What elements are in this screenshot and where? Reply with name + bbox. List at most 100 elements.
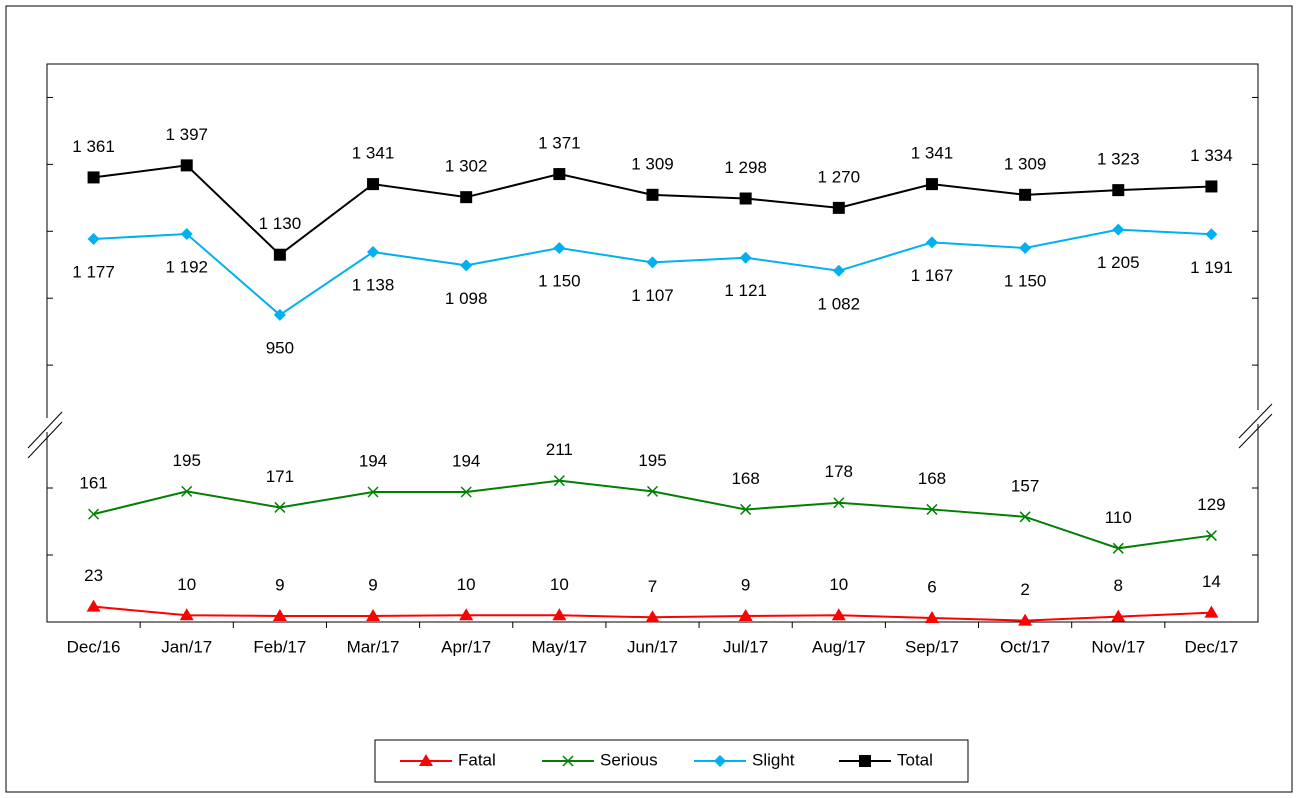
data-label: 23: [84, 566, 103, 585]
marker: [738, 608, 753, 621]
marker: [88, 508, 100, 520]
marker: [1112, 184, 1125, 197]
marker: [1019, 242, 1032, 255]
data-label: 195: [638, 451, 666, 470]
data-label: 7: [648, 577, 657, 596]
marker: [1019, 511, 1031, 523]
data-label: 1 397: [165, 125, 208, 144]
data-label: 9: [741, 575, 750, 594]
marker: [273, 248, 286, 261]
data-label: 1 167: [911, 266, 954, 285]
data-label: 1 361: [72, 137, 115, 156]
data-label: 1 302: [445, 157, 488, 176]
data-label: 1 205: [1097, 253, 1140, 272]
data-label: 1 341: [911, 144, 954, 163]
data-label: 110: [1105, 508, 1132, 527]
marker: [833, 497, 845, 509]
marker: [645, 610, 660, 623]
marker: [274, 501, 286, 513]
x-tick-label: Jun/17: [627, 637, 678, 656]
marker: [553, 242, 566, 255]
marker: [367, 486, 379, 498]
data-label: 1 309: [1004, 154, 1047, 173]
chart-border: [5, 5, 1293, 793]
data-label: 168: [731, 469, 759, 488]
data-label: 168: [918, 469, 946, 488]
data-label: 1 191: [1190, 258, 1233, 277]
marker: [831, 608, 846, 621]
marker: [925, 236, 938, 249]
axis-break: [27, 403, 1273, 459]
data-label: 171: [266, 467, 294, 486]
legend-label: Total: [897, 750, 933, 769]
marker: [179, 608, 194, 621]
marker: [87, 232, 100, 245]
marker: [739, 192, 752, 205]
marker: [832, 201, 845, 214]
x-tick-label: Nov/17: [1091, 637, 1145, 656]
marker: [1112, 542, 1124, 554]
data-label: 10: [457, 575, 476, 594]
marker: [273, 308, 286, 321]
marker: [367, 246, 380, 259]
data-label: 8: [1114, 576, 1123, 595]
marker: [646, 256, 659, 269]
x-tick-label: May/17: [531, 637, 587, 656]
data-label: 9: [275, 575, 284, 594]
marker: [86, 599, 101, 612]
marker: [181, 485, 193, 497]
data-label: 195: [173, 451, 201, 470]
marker: [1205, 180, 1218, 193]
marker: [1019, 188, 1032, 201]
x-tick-label: Feb/17: [253, 637, 306, 656]
marker: [460, 191, 473, 204]
marker: [419, 754, 433, 766]
data-label: 1 334: [1190, 146, 1233, 165]
marker: [180, 159, 193, 172]
marker: [553, 475, 565, 487]
marker: [562, 755, 574, 767]
marker: [740, 503, 752, 515]
marker: [1018, 613, 1033, 626]
marker: [1111, 609, 1126, 622]
marker: [926, 503, 938, 515]
marker: [1204, 605, 1219, 618]
data-label: 1 150: [538, 272, 581, 291]
data-label: 194: [452, 452, 480, 471]
marker: [180, 227, 193, 240]
marker: [87, 171, 100, 184]
marker: [553, 168, 566, 181]
marker: [925, 178, 938, 191]
data-label: 161: [79, 474, 107, 493]
data-label: 1 270: [818, 167, 861, 186]
data-label: 6: [927, 577, 936, 596]
marker: [552, 608, 567, 621]
data-label: 129: [1197, 495, 1225, 514]
marker: [832, 264, 845, 277]
data-label: 1 098: [445, 289, 488, 308]
data-label: 1 107: [631, 286, 674, 305]
data-label: 1 298: [724, 158, 767, 177]
marker: [1205, 530, 1217, 542]
data-label: 10: [177, 575, 196, 594]
marker: [1205, 228, 1218, 241]
data-label: 1 323: [1097, 150, 1140, 169]
data-label: 14: [1202, 572, 1221, 591]
marker: [859, 755, 871, 767]
marker: [366, 608, 381, 621]
data-label: 1 371: [538, 134, 581, 153]
data-label: 178: [825, 462, 853, 481]
data-label: 211: [546, 440, 573, 459]
data-label: 2: [1020, 580, 1029, 599]
data-label: 1 121: [724, 281, 767, 300]
data-label: 157: [1011, 476, 1039, 495]
data-label: 1 309: [631, 154, 674, 173]
x-tick-label: Jan/17: [161, 637, 212, 656]
marker: [460, 259, 473, 272]
legend-label: Fatal: [458, 750, 496, 769]
marker: [460, 486, 472, 498]
legend-label: Slight: [752, 750, 795, 769]
x-tick-label: Dec/16: [67, 637, 121, 656]
data-label: 194: [359, 452, 387, 471]
